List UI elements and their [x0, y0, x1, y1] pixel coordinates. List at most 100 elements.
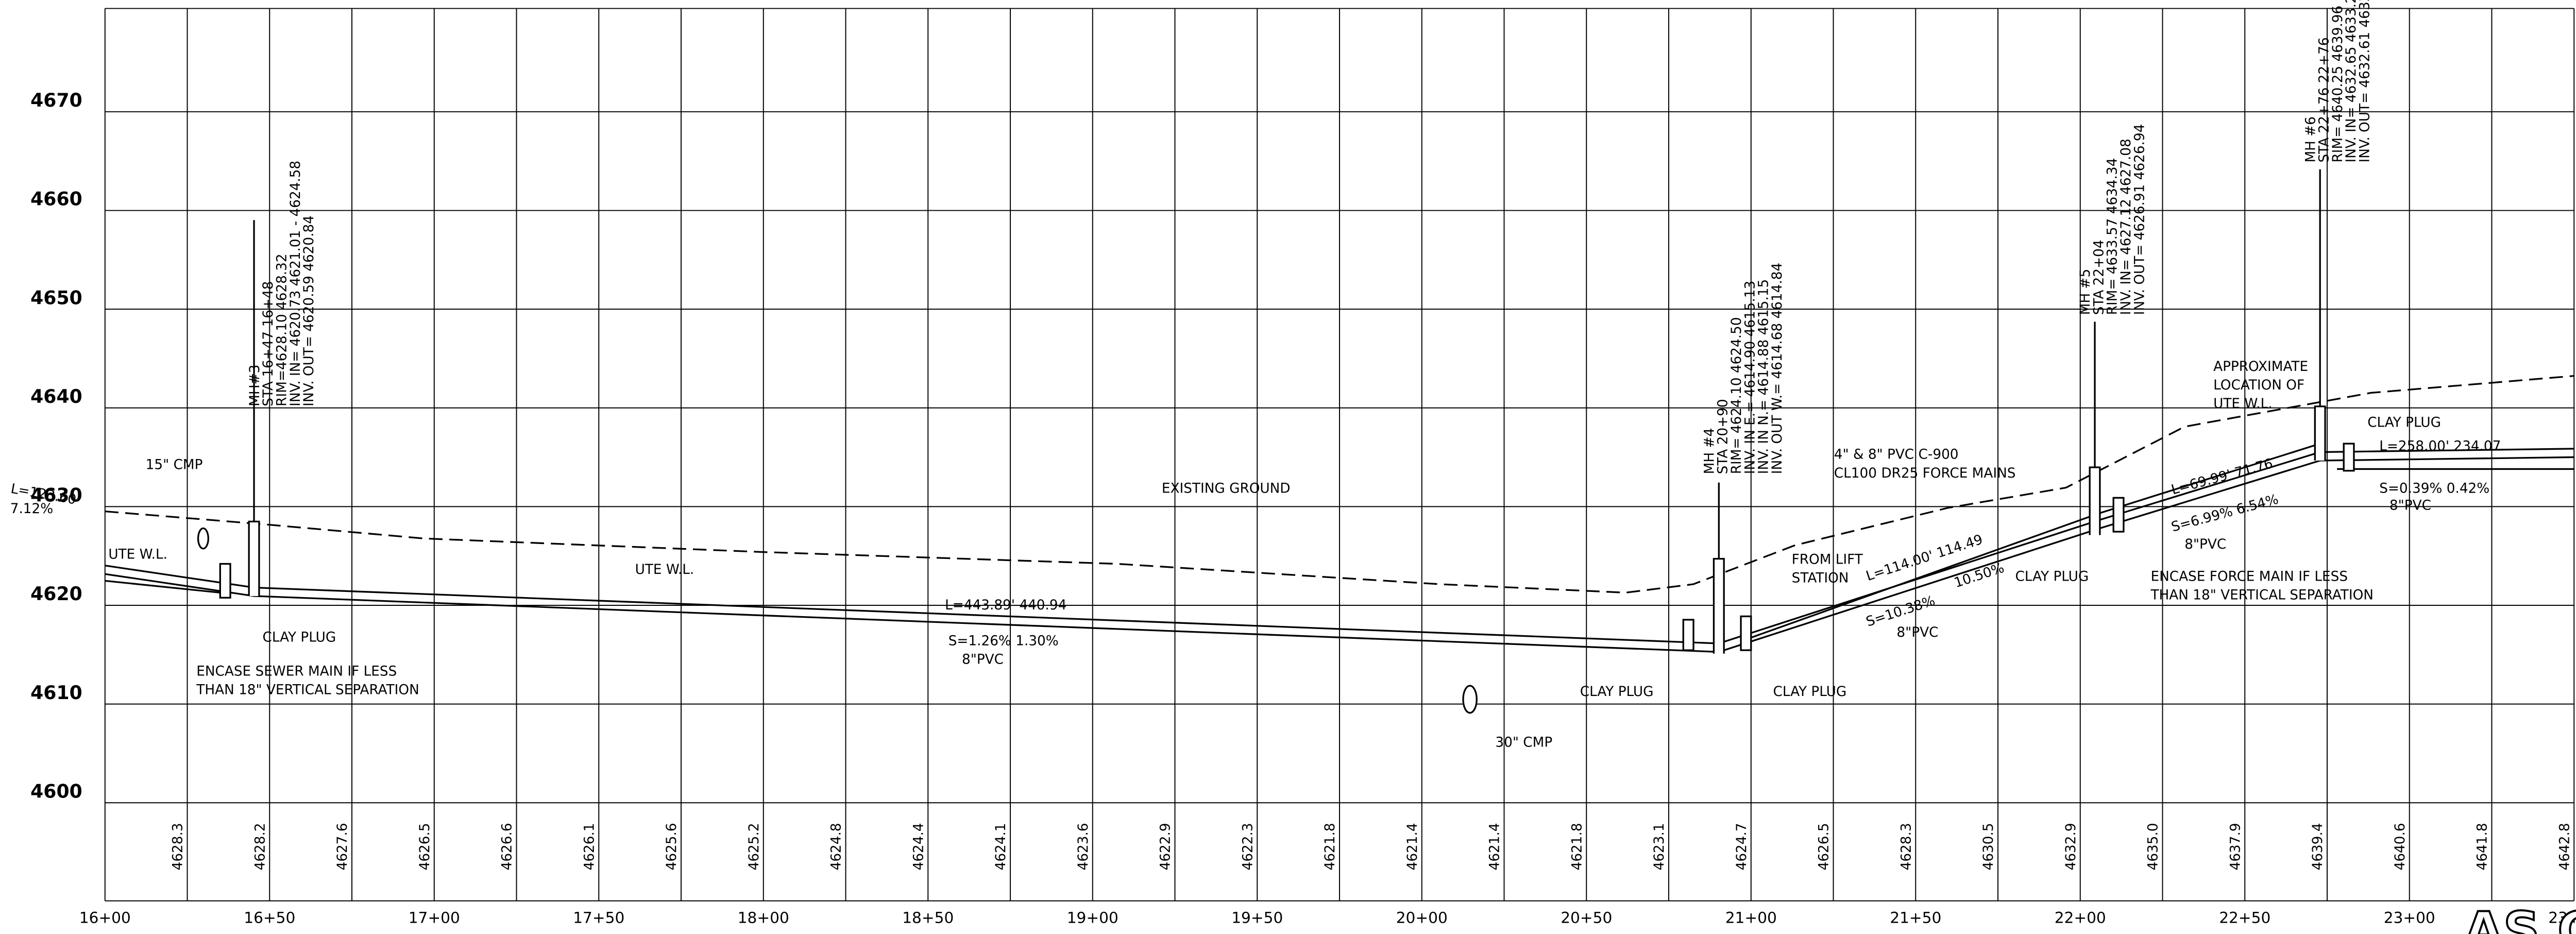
manhole-label: RIM= 4624.10 4624.50: [1729, 317, 1744, 474]
note: ENCASE FORCE MAIN IF LESS: [2150, 569, 2348, 584]
manhole-label: INV. IN= 4620.73 4621.01 - 4624.58: [288, 161, 303, 406]
existing-ground: [105, 375, 2574, 594]
note: UTE W.L.: [2213, 396, 2273, 412]
station-label: 22+50: [2219, 909, 2270, 926]
ground-elevation: 4628.3: [1899, 823, 1914, 870]
station-label: 20+00: [1396, 909, 1448, 926]
manhole-label: INV. OUT= 4632.61 4633.21: [2357, 0, 2372, 163]
elevation-label: 4660: [30, 188, 82, 210]
note: LOCATION OF: [2213, 378, 2304, 393]
ground-elevation: 4625.2: [747, 823, 762, 870]
manhole-label: INV. OUT= 4620.59 4620.84: [301, 215, 317, 406]
manhole-label: MH #6: [2303, 116, 2318, 163]
note: 30" CMP: [1495, 735, 1552, 750]
manhole-label: INV. IN N.= 4614.88 4615.15: [1756, 279, 1772, 474]
grid: 4670467046604660465046504640464046304630…: [30, 8, 2576, 926]
elevation-label: 4620: [30, 583, 82, 605]
station-label: 20+50: [1561, 909, 1612, 926]
note: THAN 18" VERTICAL SEPARATION: [196, 683, 419, 698]
elevation-label: 4670: [30, 89, 82, 111]
manhole-label: INV. IN E.= 4614.90 4615.13: [1742, 281, 1758, 474]
note: 8"PVC: [2389, 498, 2431, 513]
note: FROM LIFT: [1792, 552, 1863, 568]
note: CLAY PLUG: [1580, 684, 1654, 700]
station-label: 18+00: [738, 909, 789, 926]
ground-elevation: 4639.4: [2310, 823, 2326, 870]
elevation-label: 4650: [30, 286, 82, 309]
ground-elevation: 4621.4: [1405, 823, 1420, 870]
manhole-label: INV. OUT W.= 4614.68 4614.84: [1770, 263, 1785, 474]
manhole-label: MH #4: [1702, 428, 1717, 474]
note: 8"PVC: [2184, 537, 2226, 552]
note: ENCASE SEWER MAIN IF LESS: [196, 664, 397, 679]
note: CLAY PLUG: [262, 630, 336, 646]
stamp: AS CON: [2464, 902, 2576, 934]
ground-elevation: 4623.1: [1652, 823, 1667, 870]
manhole-shapes: [197, 169, 2355, 714]
station-label: 19+50: [1231, 909, 1283, 926]
note: S=1.26% 1.30%: [948, 633, 1059, 649]
ground-elevation: 4622.9: [1158, 823, 1174, 870]
note: STATION: [1792, 571, 1849, 586]
manhole-label: RIM= 4633.57 4634.34: [2105, 158, 2121, 315]
note: L=258.00' 234.07: [2379, 438, 2501, 454]
ground-elevation: 4642.8: [2557, 823, 2572, 870]
station-label: 18+50: [902, 909, 954, 926]
ground-elevation: 4632.9: [2063, 823, 2079, 870]
note: UTE W.L.: [108, 547, 167, 563]
ground-elevation: 4621.8: [1569, 823, 1585, 870]
note: 8"PVC: [962, 652, 1004, 667]
elevation-label: 4610: [30, 682, 82, 704]
ground-elevation: 4626.5: [1817, 823, 1832, 870]
station-label: 21+00: [1725, 909, 1777, 926]
elevation-label: 4600: [30, 780, 82, 802]
note: APPROXIMATE: [2213, 359, 2308, 375]
station-label: 17+50: [573, 909, 624, 926]
ground-elevation: 4621.4: [1487, 823, 1503, 870]
elevation-label: 4630: [30, 484, 82, 506]
ground-elevation: 4640.6: [2393, 823, 2408, 870]
ground-elevation: 4626.1: [582, 823, 597, 870]
ground-elevation: 4637.9: [2228, 823, 2243, 870]
note: 4" & 8" PVC C-900: [1834, 447, 1959, 463]
note: CLAY PLUG: [2015, 569, 2089, 584]
ground-elevation: 4623.6: [1076, 823, 1091, 870]
note: THAN 18" VERTICAL SEPARATION: [2150, 588, 2373, 603]
note: CLAY PLUG: [2367, 415, 2441, 430]
manhole-label: INV. IN= 4627.12 4627.08: [2119, 139, 2134, 315]
note: 8"PVC: [1896, 625, 1938, 640]
manhole-label: INV. OUT= 4626.91 4626.94: [2132, 124, 2147, 315]
note: 7.12%: [10, 501, 54, 517]
ground-elevation: 4627.6: [335, 823, 350, 870]
ground-elevation: 4624.8: [829, 823, 844, 870]
ground-elevation: 4622.3: [1240, 823, 1256, 870]
note: UTE W.L.: [635, 562, 694, 578]
ground-elevation: 4624.7: [1734, 823, 1750, 870]
manhole-label: STA 20+90: [1716, 399, 1731, 474]
note: CL100 DR25 FORCE MAINS: [1834, 466, 2016, 481]
ground-elevation: 4626.5: [417, 823, 433, 870]
note: L=69.99' 71.76: [2170, 456, 2275, 498]
manhole-label: RIM= 4640.25 4639.96: [2330, 6, 2346, 163]
station-label: 21+50: [1890, 909, 1941, 926]
manhole-label: INV. IN= 4632.65 4633.27: [2344, 0, 2359, 163]
note: EXISTING GROUND: [1162, 481, 1291, 496]
ground-elevation: 4621.8: [1323, 823, 1338, 870]
ground-elevation: 4641.8: [2475, 823, 2490, 870]
station-label: 16+00: [79, 909, 131, 926]
manhole-label: MH#3: [247, 365, 263, 406]
ground-elevation: 4628.2: [252, 823, 268, 870]
note: S=6.99% 6.54%: [2170, 491, 2280, 535]
note: 15" CMP: [146, 457, 203, 472]
elevation-label: 4640: [30, 385, 82, 407]
notes: 15" CMP L=123.60 7.12% UTE W.L. CLAY PLU…: [10, 359, 2576, 934]
station-label: 17+00: [409, 909, 460, 926]
ground-elevation: 4626.6: [500, 823, 515, 870]
note: S=0.39% 0.42%: [2379, 481, 2489, 496]
manhole-label: STA 16+47 16+48: [261, 281, 276, 406]
station-label: 23+50: [2548, 909, 2576, 926]
station-label: 23+00: [2384, 909, 2435, 926]
